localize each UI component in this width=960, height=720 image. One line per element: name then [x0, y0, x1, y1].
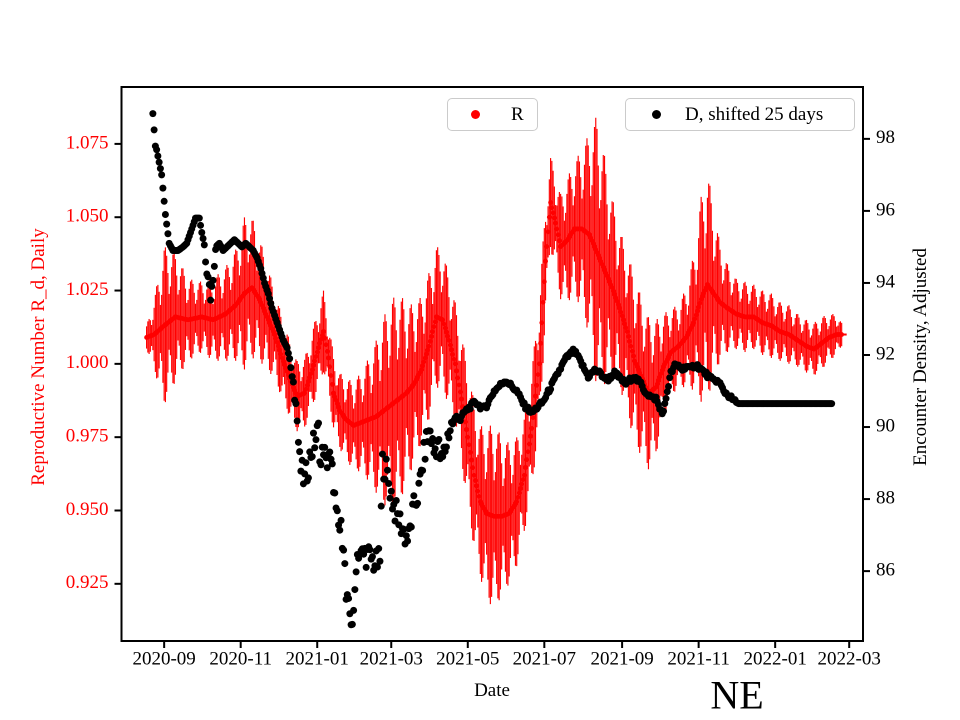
legend-d-marker-icon: [652, 110, 661, 119]
svg-text:2022-01: 2022-01: [744, 648, 807, 669]
tick-marks: [114, 137, 870, 648]
svg-text:2022-03: 2022-03: [818, 648, 881, 669]
svg-text:2021-05: 2021-05: [436, 648, 499, 669]
svg-text:98: 98: [876, 127, 895, 148]
svg-text:88: 88: [876, 487, 895, 508]
svg-text:96: 96: [876, 199, 895, 220]
r-error-bars: [146, 117, 843, 605]
svg-text:0.925: 0.925: [66, 572, 109, 593]
right-tick-labels: 98 96 94 92 90 88 86: [876, 127, 896, 580]
left-tick-labels: 1.075 1.050 1.025 1.000 0.975 0.950 0.925: [66, 132, 109, 593]
svg-text:1.050: 1.050: [66, 206, 109, 227]
svg-text:2021-09: 2021-09: [590, 648, 653, 669]
corner-annotation: NE: [710, 672, 764, 718]
svg-text:1.075: 1.075: [66, 132, 109, 153]
svg-text:2021-07: 2021-07: [513, 648, 576, 669]
svg-text:90: 90: [876, 415, 895, 436]
r-series: [144, 200, 847, 519]
legend-d: D, shifted 25 days: [625, 98, 855, 131]
svg-text:2020-09: 2020-09: [132, 648, 195, 669]
svg-text:92: 92: [876, 343, 895, 364]
svg-text:0.950: 0.950: [66, 499, 109, 520]
legend-r-label: R: [511, 103, 524, 125]
axes-frame: [120, 86, 864, 642]
legend-d-label: D, shifted 25 days: [685, 103, 824, 125]
x-axis-label: Date: [474, 680, 510, 701]
left-axis-label: Reproductive Number R_d, Daily: [28, 228, 49, 486]
svg-text:1.000: 1.000: [66, 352, 109, 373]
right-axis-label: Encounter Density, Adjusted: [910, 248, 931, 466]
svg-text:2021-01: 2021-01: [286, 648, 349, 669]
legend-r: R: [447, 98, 538, 131]
svg-text:2021-03: 2021-03: [360, 648, 423, 669]
d-series: [149, 110, 836, 629]
svg-text:0.975: 0.975: [66, 426, 109, 447]
legend-r-marker-icon: [471, 110, 480, 119]
svg-text:86: 86: [876, 559, 895, 580]
svg-text:2020-11: 2020-11: [209, 648, 272, 669]
x-tick-labels: 2020-09 2020-11 2021-01 2021-03 2021-05 2021-…: [132, 648, 880, 669]
svg-text:2021-11: 2021-11: [667, 648, 730, 669]
svg-text:94: 94: [876, 271, 896, 292]
svg-text:1.025: 1.025: [66, 279, 109, 300]
